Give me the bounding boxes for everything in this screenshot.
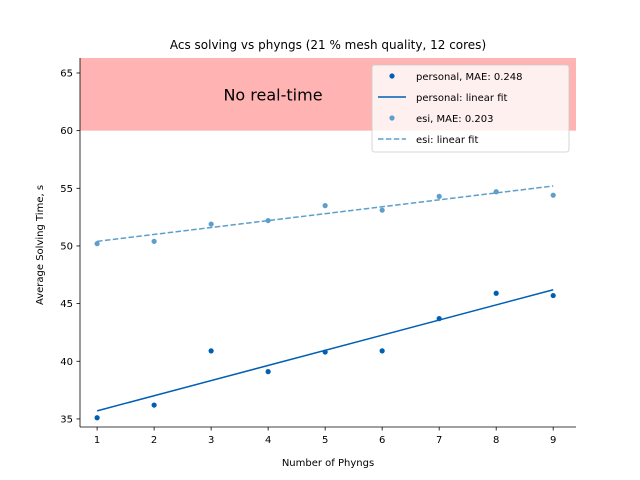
series-0 (94, 290, 556, 421)
data-point (493, 290, 499, 296)
data-point (208, 348, 214, 354)
y-tick-label: 45 (60, 299, 73, 310)
band-label: No real-time (223, 85, 322, 104)
y-tick-label: 60 (60, 126, 73, 137)
y-tick-label: 65 (60, 68, 73, 79)
x-tick-label: 5 (322, 435, 328, 446)
data-point (151, 402, 157, 408)
fit-line-3 (97, 185, 554, 243)
x-tick-label: 9 (550, 435, 556, 446)
y-tick-label: 55 (60, 184, 73, 195)
x-tick-label: 1 (94, 435, 100, 446)
legend-label: esi, MAE: 0.203 (416, 114, 493, 125)
data-point (379, 348, 385, 354)
data-point (436, 193, 442, 199)
legend-entry: esi: linear fit (378, 135, 478, 146)
x-axis-label: Number of Phyngs (282, 458, 374, 469)
legend: personal, MAE: 0.248 personal: linear fit… (371, 64, 570, 153)
fit-line-1 (96, 289, 554, 412)
legend-label: personal, MAE: 0.248 (416, 72, 523, 83)
y-tick-label: 50 (60, 241, 73, 252)
legend-entry: personal: linear fit (378, 93, 507, 104)
data-point (265, 217, 271, 224)
legend-frame (371, 64, 570, 153)
series-1 (96, 289, 554, 412)
legend-label: personal: linear fit (416, 93, 507, 104)
data-point (550, 192, 556, 198)
data-point (94, 415, 100, 421)
legend-entry: esi, MAE: 0.203 (389, 114, 493, 125)
data-point (550, 292, 556, 299)
x-tick-label: 8 (493, 435, 499, 446)
data-point (265, 369, 271, 375)
data-point (208, 221, 214, 227)
x-tick-label: 2 (151, 435, 157, 446)
legend-marker-swatch (389, 115, 395, 121)
y-axis-label: Average Solving Time, s (35, 185, 46, 305)
series-3 (97, 185, 554, 243)
x-tick-label: 6 (379, 435, 385, 446)
data-point (151, 238, 157, 244)
legend-marker-swatch (389, 73, 395, 79)
data-point (322, 203, 328, 209)
x-tick-label: 4 (265, 435, 271, 446)
legend-label: esi: linear fit (416, 135, 478, 146)
y-tick-label: 35 (60, 414, 73, 425)
legend-entry: personal, MAE: 0.248 (389, 72, 523, 83)
chart-title: Acs solving vs phyngs (21 % mesh quality… (170, 38, 486, 52)
data-point (94, 241, 100, 247)
y-tick-label: 40 (60, 357, 73, 368)
x-tick-label: 3 (208, 435, 214, 446)
series-2 (94, 189, 556, 247)
data-point (379, 207, 385, 213)
x-tick-label: 7 (436, 435, 442, 446)
